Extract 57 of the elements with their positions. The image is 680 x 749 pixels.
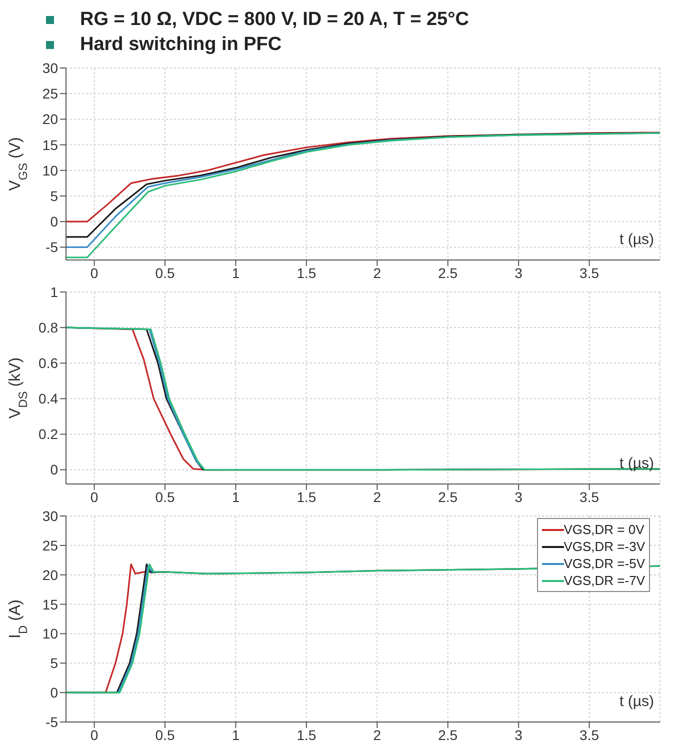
y-tick-label: 0.4 bbox=[38, 390, 58, 407]
x-tick-label: 1.5 bbox=[296, 264, 316, 281]
y-tick-label: -5 bbox=[46, 714, 58, 730]
x-tick-label: 2.5 bbox=[438, 488, 458, 505]
y-tick-label: 5 bbox=[50, 655, 58, 672]
y-tick-label: 25 bbox=[42, 537, 58, 554]
x-tick-label: 0 bbox=[90, 488, 98, 505]
x-tick-label: 0.5 bbox=[155, 488, 175, 505]
y-tick-label: 5 bbox=[50, 188, 58, 204]
y-tick-label: 0 bbox=[50, 684, 58, 701]
x-tick-label: 3 bbox=[514, 726, 523, 743]
y-tick-label: 10 bbox=[42, 162, 58, 178]
y-tick-label: 15 bbox=[42, 136, 58, 153]
x-tick-label: 1 bbox=[232, 488, 240, 505]
y-tick-label: 0.6 bbox=[38, 355, 58, 372]
x-tick-label: 2 bbox=[373, 264, 382, 281]
y-tick-label: 30 bbox=[42, 508, 58, 524]
x-tick-label: 3.5 bbox=[580, 488, 600, 505]
y-tick-label: 0 bbox=[50, 462, 58, 478]
x-tick-label: 3 bbox=[514, 488, 523, 505]
x-tick-label: 0 bbox=[90, 264, 98, 281]
x-tick-label: 2.5 bbox=[438, 726, 458, 743]
x-tick-label: 0 bbox=[90, 726, 98, 743]
y-tick-label: 10 bbox=[42, 626, 58, 642]
x-tick-label: 1.5 bbox=[296, 726, 316, 743]
legend-label: VGS,DR =-3V bbox=[564, 538, 645, 555]
x-tick-label: 0.5 bbox=[155, 264, 175, 281]
y-tick-label: 15 bbox=[42, 596, 58, 612]
chart-subtitle: Hard switching in PFC bbox=[80, 34, 282, 56]
y-tick-label: 0 bbox=[50, 214, 58, 230]
legend-label: VGS,DR =-7V bbox=[564, 572, 645, 589]
x-tick-label: 3.5 bbox=[580, 264, 600, 281]
x-axis-title: t (µs) bbox=[620, 693, 654, 710]
y-tick-label: -5 bbox=[46, 239, 58, 256]
y-tick-label: 1 bbox=[50, 284, 58, 300]
x-tick-label: 1 bbox=[232, 726, 240, 743]
y-tick-label: 0.2 bbox=[38, 426, 58, 442]
y-tick-label: 20 bbox=[42, 566, 58, 583]
line-series bbox=[66, 132, 660, 222]
x-tick-label: 1.5 bbox=[296, 488, 316, 505]
chart-title: RG = 10 Ω, VDC = 800 V, ID = 20 A, T = 25°C bbox=[80, 9, 469, 31]
x-axis-title: t (µs) bbox=[620, 231, 654, 248]
line-series bbox=[118, 565, 154, 694]
legend-label: VGS,DR = 0V bbox=[564, 521, 644, 538]
x-axis-title: t (µs) bbox=[620, 455, 654, 472]
x-tick-label: 0.5 bbox=[155, 726, 175, 743]
x-tick-label: 3 bbox=[514, 264, 523, 281]
y-tick-label: 30 bbox=[42, 60, 58, 76]
y-tick-label: 25 bbox=[42, 86, 58, 102]
x-tick-label: 2 bbox=[373, 488, 382, 505]
x-tick-label: 3.5 bbox=[580, 726, 600, 743]
x-tick-label: 1 bbox=[232, 264, 240, 281]
x-tick-label: 2 bbox=[373, 726, 382, 743]
legend-label: VGS,DR =-5V bbox=[564, 555, 645, 572]
y-tick-label: 20 bbox=[42, 111, 58, 128]
x-tick-label: 2.5 bbox=[438, 264, 458, 281]
y-tick-label: 0.8 bbox=[38, 320, 58, 336]
